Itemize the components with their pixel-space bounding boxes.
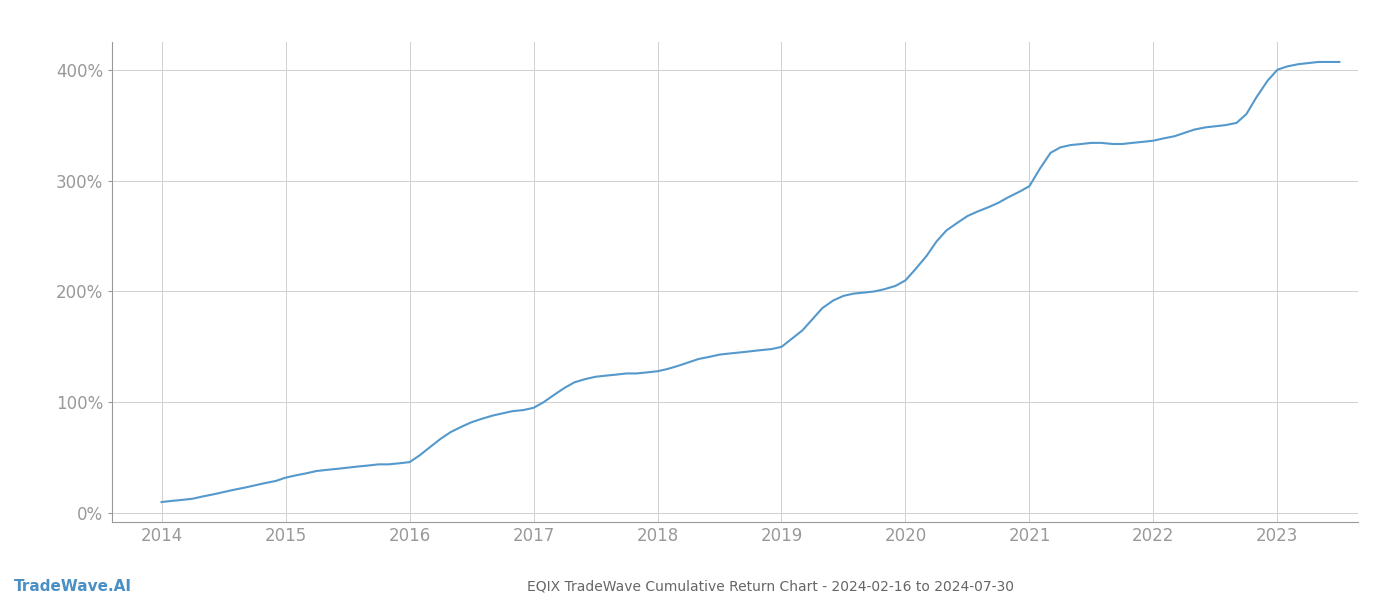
Text: EQIX TradeWave Cumulative Return Chart - 2024-02-16 to 2024-07-30: EQIX TradeWave Cumulative Return Chart -… bbox=[526, 580, 1014, 594]
Text: TradeWave.AI: TradeWave.AI bbox=[14, 579, 132, 594]
